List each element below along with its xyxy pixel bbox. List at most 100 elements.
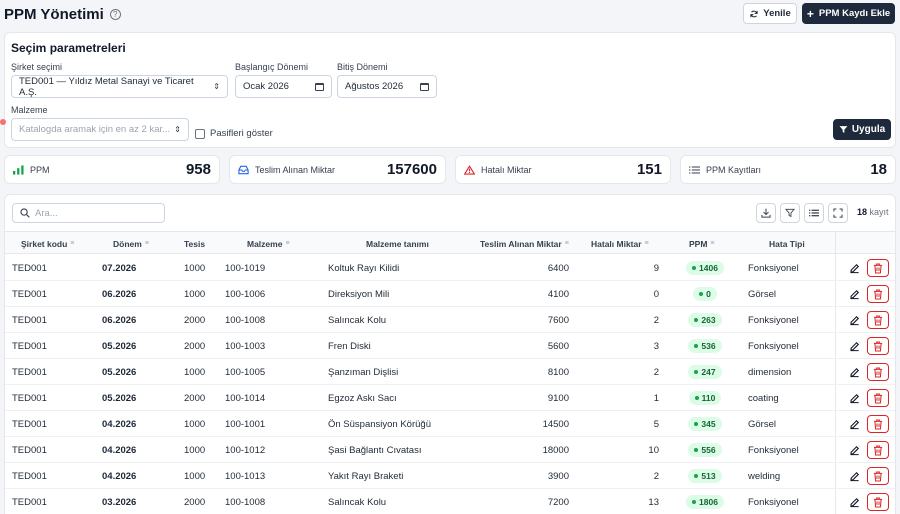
cell-received: 3900	[547, 470, 569, 482]
cell-plant: 1000	[184, 418, 206, 430]
ppm-table-card: Ara... 18 kayıt Şirket kodu ≡ Dönem ≡ Tesi…	[4, 194, 896, 514]
cell-received: 14500	[542, 418, 569, 430]
start-period-input[interactable]: Ocak 2026	[235, 75, 332, 98]
column-header-material[interactable]: Malzeme ≡	[247, 232, 290, 255]
filter-icon	[785, 208, 795, 218]
cell-material: 100-1008	[225, 496, 266, 508]
delete-button[interactable]	[867, 389, 889, 407]
cell-defect: 2	[653, 314, 659, 326]
cell-desc: Ön Süspansiyon Körüğü	[328, 418, 431, 430]
stat-card-defect: Hatalı Miktar 151	[455, 155, 671, 184]
cell-ppm: 345	[665, 411, 745, 437]
checkbox-box[interactable]	[195, 128, 205, 139]
add-ppm-button[interactable]: + PPM Kaydı Ekle	[802, 3, 895, 24]
column-header-defect-type[interactable]: Hata Tipi	[769, 232, 805, 255]
cell-material: 100-1003	[225, 340, 266, 352]
material-label: Malzeme	[11, 105, 48, 115]
cell-received: 7600	[547, 314, 569, 326]
stat-card-records: PPM Kayıtları 18	[680, 155, 896, 184]
edit-button[interactable]	[847, 469, 861, 483]
show-passive-checkbox[interactable]: Pasifleri göster	[195, 128, 273, 139]
ppm-value: 536	[701, 341, 716, 351]
column-header-description[interactable]: Malzeme tanımı	[366, 232, 429, 255]
filter-button[interactable]	[780, 203, 800, 223]
delete-button[interactable]	[867, 441, 889, 459]
edit-icon	[849, 497, 859, 507]
end-period-input[interactable]: Ağustos 2026	[337, 75, 437, 98]
status-dot	[694, 448, 699, 452]
edit-button[interactable]	[847, 287, 861, 301]
sort-icon[interactable]: ≡	[564, 240, 569, 247]
table-row[interactable]: TED001 04.2026 1000 100-1013 Yakıt Rayı Brak…	[5, 463, 895, 489]
edit-icon	[849, 393, 859, 403]
actions-divider	[835, 231, 836, 514]
cell-company: TED001	[12, 444, 47, 456]
stat-value: 18	[870, 161, 887, 178]
sort-icon[interactable]: ≡	[644, 240, 649, 247]
company-select[interactable]: TED001 — Yıldız Metal Sanayi ve Ticaret …	[11, 75, 228, 98]
edit-button[interactable]	[847, 495, 861, 509]
ppm-value: 0	[706, 289, 711, 299]
ppm-value: 556	[701, 445, 716, 455]
column-header-ppm[interactable]: PPM ≡	[689, 232, 715, 255]
table-row[interactable]: TED001 05.2026 1000 100-1005 Şanzıman Dişlis…	[5, 359, 895, 385]
delete-button[interactable]	[867, 311, 889, 329]
cell-desc: Koltuk Rayı Kilidi	[328, 262, 400, 274]
table-row[interactable]: TED001 04.2026 1000 100-1012 Şasi Bağlantı C…	[5, 437, 895, 463]
status-dot	[692, 266, 697, 270]
trash-icon	[873, 471, 883, 481]
table-row[interactable]: TED001 03.2026 2000 100-1008 Salıncak Kolu 72…	[5, 489, 895, 514]
columns-button[interactable]	[804, 203, 824, 223]
cell-defect: 10	[648, 444, 659, 456]
edit-button[interactable]	[847, 261, 861, 275]
edit-icon	[849, 471, 859, 481]
column-header-company[interactable]: Şirket kodu ≡	[21, 232, 74, 255]
ppm-badge: 110	[688, 391, 722, 405]
column-header-period[interactable]: Dönem ≡	[113, 232, 149, 255]
column-header-plant[interactable]: Tesis	[184, 232, 205, 255]
edit-button[interactable]	[847, 443, 861, 457]
sort-icon[interactable]: ≡	[144, 240, 149, 247]
search-input[interactable]: Ara...	[12, 203, 165, 223]
download-button[interactable]	[756, 203, 776, 223]
refresh-label: Yenile	[763, 8, 791, 19]
edit-button[interactable]	[847, 391, 861, 405]
table-row[interactable]: TED001 07.2026 1000 100-1019 Koltuk Rayı Kil…	[5, 255, 895, 281]
refresh-button[interactable]: Yenile	[743, 3, 797, 24]
edit-button[interactable]	[847, 365, 861, 379]
table-row[interactable]: TED001 06.2026 2000 100-1008 Salıncak Kolu 76…	[5, 307, 895, 333]
ppm-value: 513	[701, 471, 716, 481]
delete-button[interactable]	[867, 415, 889, 433]
delete-button[interactable]	[867, 285, 889, 303]
table-row[interactable]: TED001 05.2026 2000 100-1003 Fren Diski 5600 3…	[5, 333, 895, 359]
add-ppm-label: PPM Kaydı Ekle	[818, 8, 891, 19]
delete-button[interactable]	[867, 337, 889, 355]
cell-company: TED001	[12, 366, 47, 378]
cell-ppm: 536	[665, 333, 745, 359]
apply-button[interactable]: Uygula	[833, 119, 891, 140]
column-header-defect[interactable]: Hatalı Miktar ≡	[591, 232, 649, 255]
delete-button[interactable]	[867, 493, 889, 511]
updown-icon: ⇕	[174, 125, 181, 134]
table-row[interactable]: TED001 05.2026 2000 100-1014 Egzoz Askı Sacı…	[5, 385, 895, 411]
sort-icon[interactable]: ≡	[70, 240, 75, 247]
table-row[interactable]: TED001 04.2026 1000 100-1001 Ön Süspansiyon …	[5, 411, 895, 437]
edit-button[interactable]	[847, 417, 861, 431]
cell-defect: 9	[653, 262, 659, 274]
table-row[interactable]: TED001 06.2026 1000 100-1006 Direksiyon Mili…	[5, 281, 895, 307]
cell-desc: Şanzıman Dişlisi	[328, 366, 399, 378]
download-icon	[761, 208, 771, 218]
delete-button[interactable]	[867, 467, 889, 485]
delete-button[interactable]	[867, 259, 889, 277]
edit-icon	[849, 419, 859, 429]
delete-button[interactable]	[867, 363, 889, 381]
cell-material: 100-1006	[225, 288, 266, 300]
fullscreen-button[interactable]	[828, 203, 848, 223]
sort-icon[interactable]: ≡	[710, 240, 715, 247]
sort-icon[interactable]: ≡	[285, 240, 290, 247]
edit-button[interactable]	[847, 339, 861, 353]
question-circle-icon[interactable]: ?	[109, 8, 121, 20]
edit-button[interactable]	[847, 313, 861, 327]
column-header-received[interactable]: Teslim Alınan Miktar ≡	[480, 232, 569, 255]
material-select[interactable]: Katalogda aramak için en az 2 kar... ⇕	[11, 118, 189, 141]
